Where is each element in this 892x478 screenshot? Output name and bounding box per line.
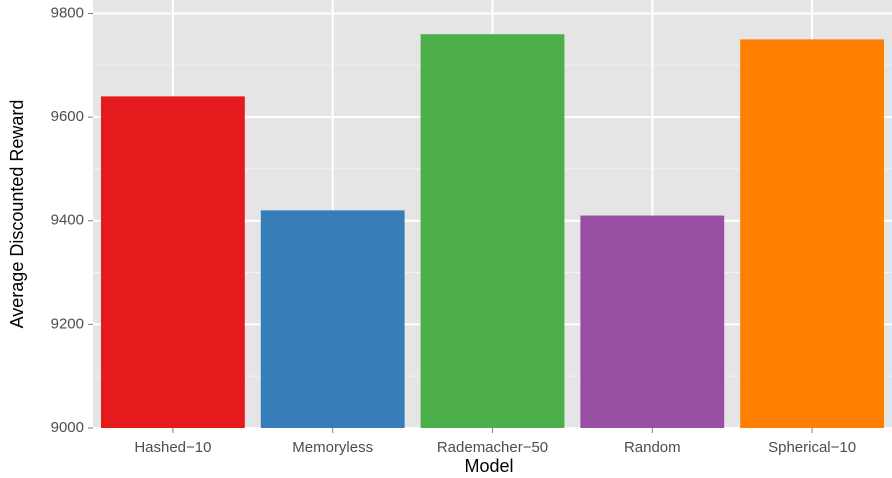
x-tick-label: Spherical−10 xyxy=(768,439,856,456)
y-axis-title: Average Discounted Reward xyxy=(7,100,27,329)
y-tick-label: 9000 xyxy=(51,419,84,436)
bar xyxy=(740,39,885,428)
bar xyxy=(580,215,725,428)
bar xyxy=(100,96,245,429)
x-axis-title: Model xyxy=(464,456,513,476)
x-tick-label: Hashed−10 xyxy=(134,439,211,456)
y-tick-label: 9600 xyxy=(51,108,84,125)
bar xyxy=(260,210,405,428)
bar xyxy=(420,34,565,428)
x-tick-label: Rademacher−50 xyxy=(437,439,548,456)
y-tick-label: 9800 xyxy=(51,4,84,21)
x-tick-label: Memoryless xyxy=(292,439,373,456)
x-tick-label: Random xyxy=(624,439,681,456)
y-tick-label: 9400 xyxy=(51,212,84,229)
y-tick-label: 9200 xyxy=(51,315,84,332)
